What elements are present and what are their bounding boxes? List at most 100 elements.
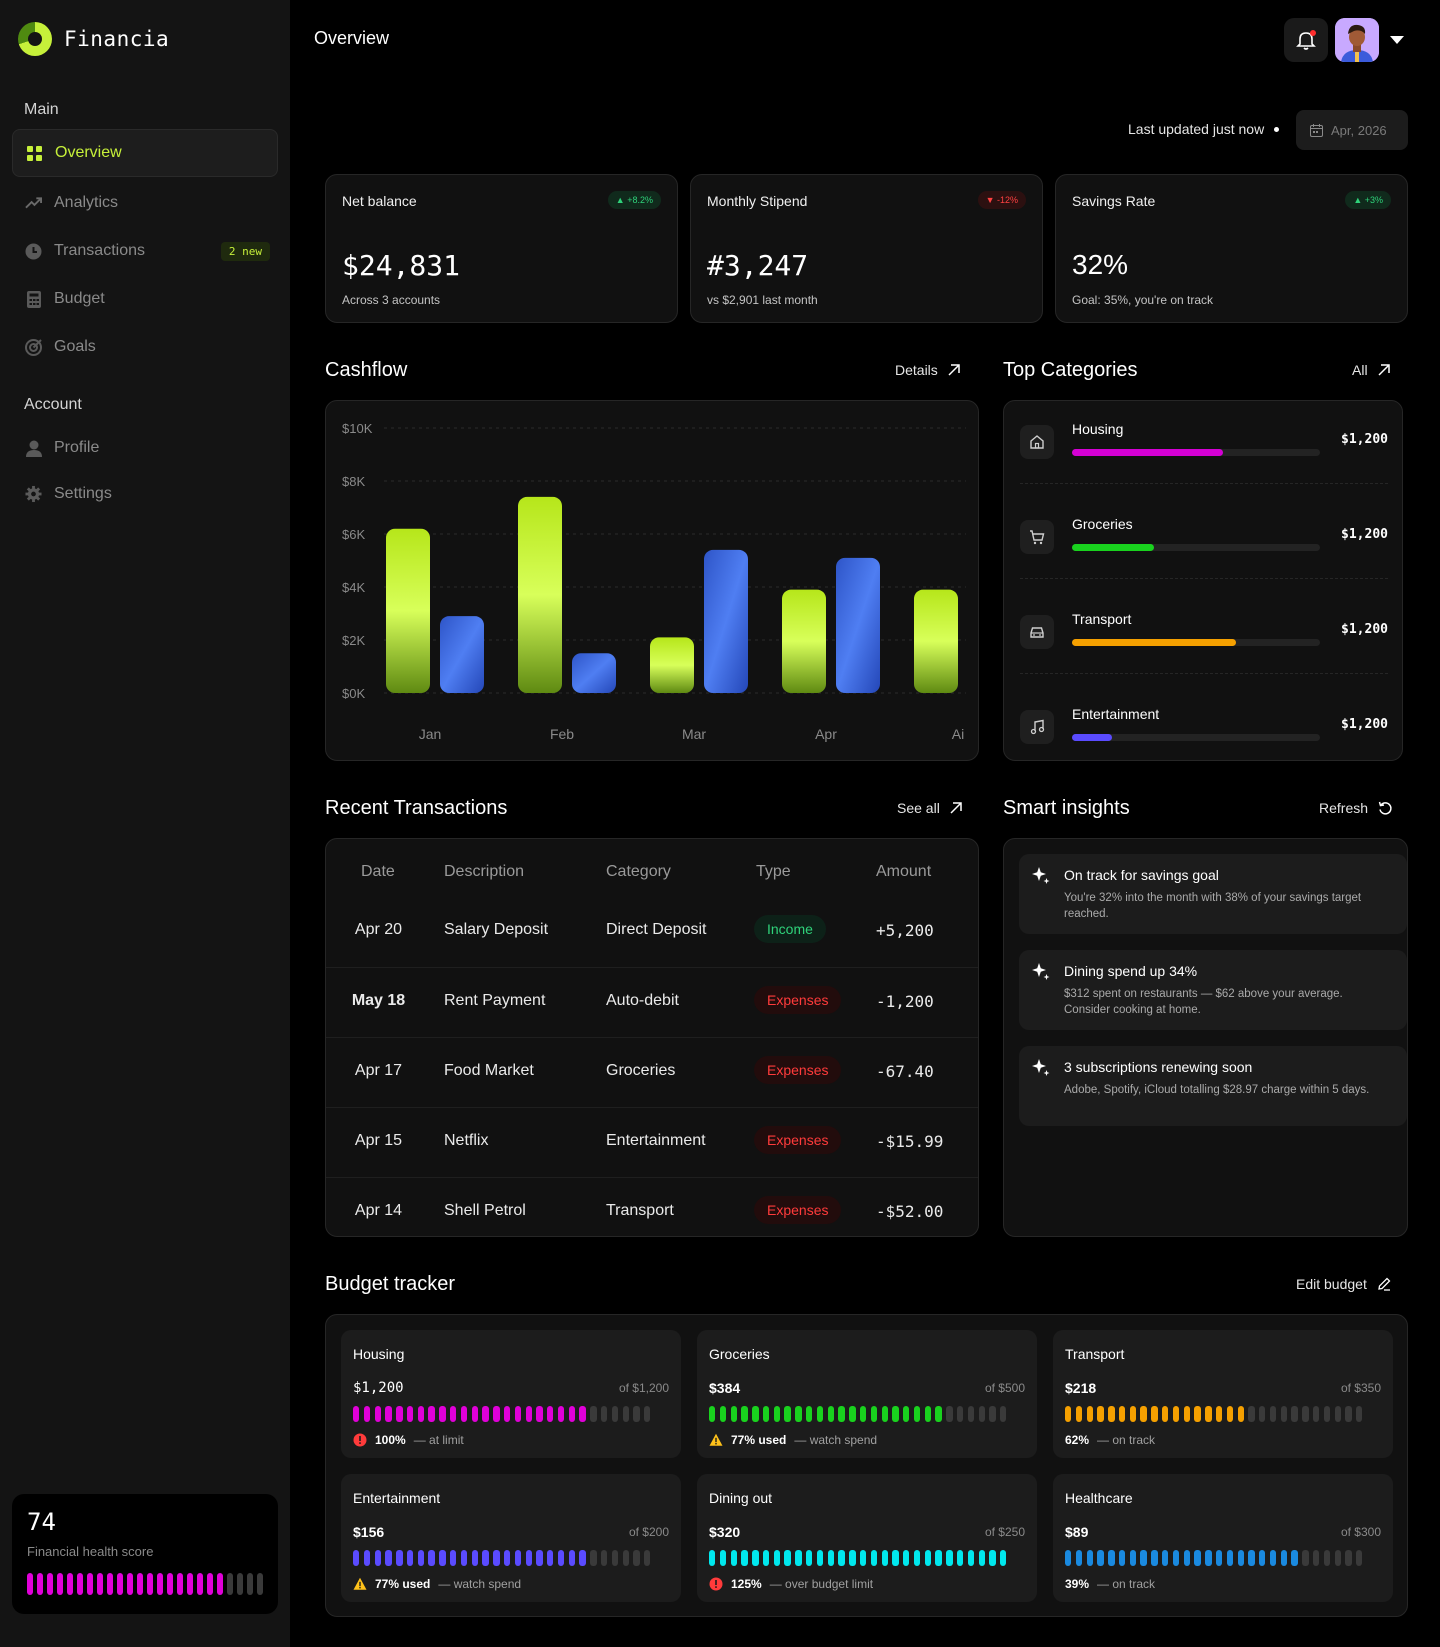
sidebar-item-settings[interactable]: Settings bbox=[12, 470, 278, 518]
transactions-see-all-link[interactable]: See all bbox=[897, 800, 962, 816]
budget-spent: $89 bbox=[1065, 1524, 1089, 1540]
budget-card[interactable]: Dining out $320 of $250 125% — over budget l… bbox=[697, 1474, 1037, 1602]
column-header-date[interactable]: Date bbox=[361, 863, 395, 880]
budget-progress bbox=[709, 1406, 1007, 1422]
budget-segment bbox=[1075, 1406, 1083, 1422]
insight-card[interactable]: On track for savings goal You're 32% into… bbox=[1019, 854, 1407, 934]
budget-segment bbox=[1215, 1550, 1223, 1566]
budget-segment bbox=[363, 1406, 371, 1422]
transactions-table: Date Description Category Type Amount Ap… bbox=[325, 838, 979, 1237]
health-segment bbox=[87, 1573, 93, 1595]
column-header-description[interactable]: Description bbox=[444, 863, 525, 880]
column-header-amount[interactable]: Amount bbox=[876, 863, 932, 880]
budget-limit: of $200 bbox=[628, 1525, 669, 1539]
transaction-category: Direct Deposit bbox=[606, 921, 707, 938]
budget-segment bbox=[1151, 1550, 1158, 1566]
budget-segment bbox=[471, 1406, 478, 1422]
budget-segment bbox=[806, 1550, 813, 1566]
budget-segment bbox=[600, 1406, 608, 1422]
date-picker[interactable]: Apr, 2026 bbox=[1296, 110, 1408, 150]
sidebar-item-label: Settings bbox=[54, 485, 112, 502]
sidebar-item-goals[interactable]: Goals bbox=[12, 323, 278, 371]
category-row-entertainment[interactable]: Entertainment $1,200 bbox=[1020, 706, 1388, 746]
budget-segment bbox=[881, 1406, 888, 1422]
stat-card-savings-rate: Savings Rate ▲ +3% 32% Goal: 35%, you're… bbox=[1055, 174, 1408, 323]
notifications-button[interactable] bbox=[1284, 18, 1328, 62]
bar-income-apr[interactable] bbox=[782, 589, 826, 693]
sparkle-icon bbox=[1032, 1059, 1050, 1076]
budget-segment bbox=[536, 1550, 543, 1566]
budget-segment bbox=[547, 1550, 554, 1566]
budget-spent: $156 bbox=[353, 1524, 385, 1540]
budget-segment bbox=[514, 1550, 522, 1566]
bar-income-feb[interactable] bbox=[518, 496, 562, 693]
insights-refresh-button[interactable]: Refresh bbox=[1319, 800, 1393, 816]
health-segment bbox=[177, 1573, 183, 1595]
budget-segment bbox=[773, 1550, 781, 1566]
category-row-housing[interactable]: Housing $1,200 bbox=[1020, 421, 1388, 461]
budget-segment bbox=[1312, 1550, 1320, 1566]
budget-segment bbox=[536, 1406, 543, 1422]
avatar[interactable] bbox=[1335, 18, 1379, 62]
categories-all-link[interactable]: All bbox=[1352, 362, 1390, 378]
bar-income-jan[interactable] bbox=[386, 528, 430, 693]
budget-percent: 77% used bbox=[731, 1433, 787, 1447]
edit-budget-button[interactable]: Edit budget bbox=[1296, 1276, 1391, 1292]
table-row[interactable]: Apr 17 Food Market Groceries Expenses -67.40 bbox=[326, 1037, 978, 1107]
budget-card[interactable]: Housing $1,200 of $1,200 100% — at limit bbox=[341, 1330, 681, 1458]
bar-income-mar[interactable] bbox=[650, 637, 694, 693]
category-row-transport[interactable]: Transport $1,200 bbox=[1020, 611, 1388, 651]
budget-percent: 100% bbox=[375, 1433, 406, 1447]
gear-icon bbox=[25, 485, 42, 503]
transaction-type-badge: Income bbox=[754, 915, 826, 943]
budget-status: 77% used — watch spend bbox=[709, 1433, 877, 1447]
account-menu-caret[interactable] bbox=[1390, 36, 1404, 44]
budget-card[interactable]: Healthcare $89 of $300 39% — on track bbox=[1053, 1474, 1393, 1602]
category-progress-fill bbox=[1072, 449, 1224, 456]
budget-card[interactable]: Transport $218 of $350 62% — on track bbox=[1053, 1330, 1393, 1458]
top-categories-panel: Housing $1,200 Groceries $1,200 Transpor… bbox=[1003, 400, 1403, 761]
sidebar-item-profile[interactable]: Profile bbox=[12, 424, 278, 472]
category-row-groceries[interactable]: Groceries $1,200 bbox=[1020, 516, 1388, 556]
sidebar-item-transactions[interactable]: Transactions 2 new bbox=[12, 227, 278, 275]
bar-income-ai[interactable] bbox=[914, 589, 958, 693]
column-header-type[interactable]: Type bbox=[756, 863, 791, 880]
bar-expense-apr[interactable] bbox=[836, 557, 880, 693]
bar-expense-feb[interactable] bbox=[572, 653, 616, 693]
sidebar-item-overview[interactable]: Overview bbox=[12, 129, 278, 177]
budget-card[interactable]: Entertainment $156 of $200 77% used — watch … bbox=[341, 1474, 681, 1602]
insight-title: Dining spend up 34% bbox=[1064, 963, 1198, 979]
budget-segment bbox=[956, 1550, 964, 1566]
logo[interactable]: Financia bbox=[18, 22, 169, 56]
sidebar-item-analytics[interactable]: Analytics bbox=[12, 179, 278, 227]
budget-status: 125% — over budget limit bbox=[709, 1577, 873, 1591]
bar-expense-jan[interactable] bbox=[440, 616, 484, 693]
column-header-category[interactable]: Category bbox=[606, 863, 671, 880]
health-segment bbox=[257, 1573, 263, 1595]
budget-segment bbox=[439, 1550, 446, 1566]
budget-segment bbox=[611, 1550, 619, 1566]
budget-segment bbox=[557, 1406, 565, 1422]
link-label: Refresh bbox=[1319, 800, 1369, 816]
table-row[interactable]: Apr 15 Netflix Entertainment Expenses -$15.9… bbox=[326, 1107, 978, 1177]
insights-panel: On track for savings goal You're 32% into… bbox=[1003, 838, 1408, 1237]
budget-segment bbox=[1129, 1550, 1137, 1566]
insight-card[interactable]: 3 subscriptions renewing soon Adobe, Spot… bbox=[1019, 1046, 1407, 1126]
budget-segment bbox=[935, 1406, 942, 1422]
budget-panel: Housing $1,200 of $1,200 100% — at limit Groc… bbox=[325, 1314, 1408, 1617]
budget-segment bbox=[784, 1550, 791, 1566]
budget-segment bbox=[1151, 1406, 1158, 1422]
stat-delta-badge: ▲ +8.2% bbox=[607, 191, 661, 209]
table-row[interactable]: Apr 14 Shell Petrol Transport Expenses -$52.… bbox=[326, 1177, 978, 1236]
table-row[interactable]: May 18 Rent Payment Auto-debit Expenses -1,2… bbox=[326, 967, 978, 1037]
budget-card[interactable]: Groceries $384 of $500 77% used — watch spen… bbox=[697, 1330, 1037, 1458]
bar-expense-mar[interactable] bbox=[704, 549, 748, 693]
trending-up-icon bbox=[25, 195, 42, 212]
table-row[interactable]: Apr 20 Salary Deposit Direct Deposit Income… bbox=[326, 897, 978, 967]
cashflow-details-link[interactable]: Details bbox=[895, 362, 960, 378]
y-tick-label: $4K bbox=[342, 580, 365, 595]
sidebar-item-budget[interactable]: Budget bbox=[12, 275, 278, 323]
insight-card[interactable]: Dining spend up 34% $312 spent on restaur… bbox=[1019, 950, 1407, 1030]
budget-segment bbox=[892, 1550, 899, 1566]
budget-progress bbox=[353, 1550, 651, 1566]
